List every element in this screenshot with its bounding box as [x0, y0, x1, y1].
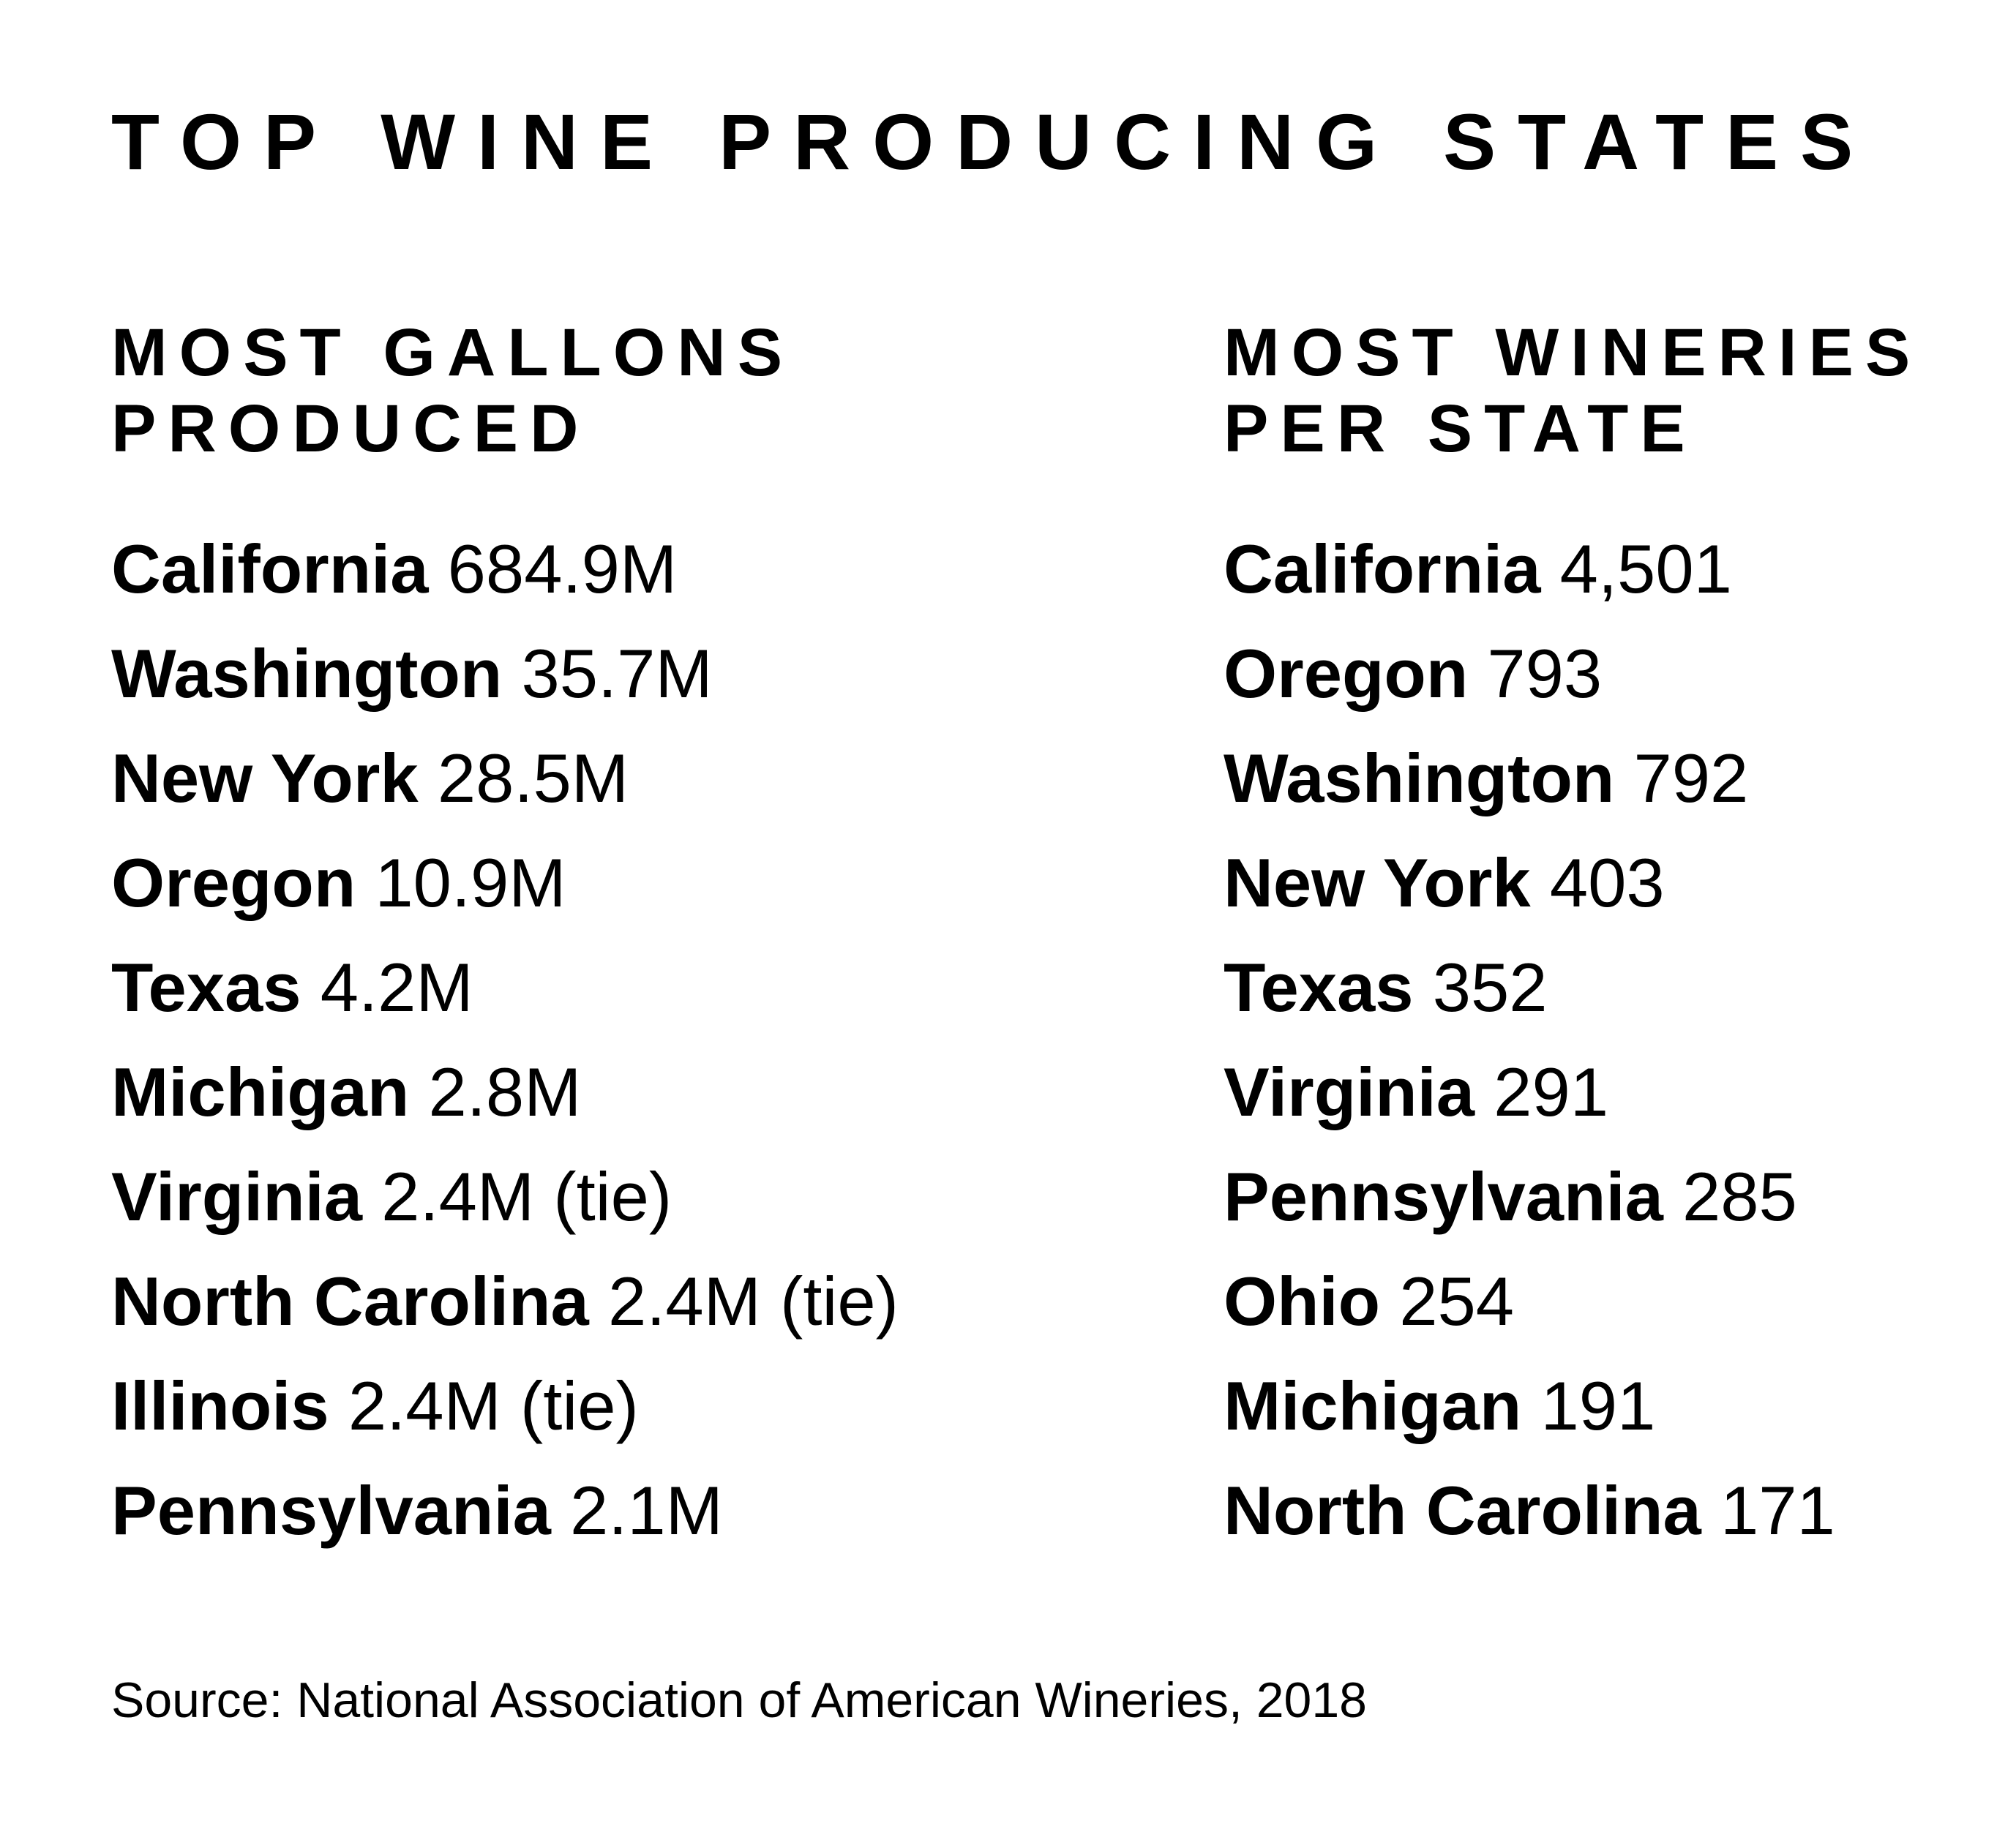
state-value: 254 — [1399, 1263, 1515, 1340]
state-value: 792 — [1633, 740, 1749, 816]
state-name: Texas — [1224, 949, 1414, 1026]
list-item: Michigan 191 — [1224, 1353, 1922, 1458]
state-value: 2.4M (tie) — [381, 1158, 672, 1235]
state-name: North Carolina — [1224, 1472, 1701, 1549]
state-value: 171 — [1720, 1472, 1835, 1549]
wineries-heading: MOST WINERIES PER STATE — [1224, 315, 1922, 467]
state-value: 352 — [1432, 949, 1548, 1026]
list-item: Pennsylvania 285 — [1224, 1144, 1922, 1249]
state-value: 403 — [1549, 844, 1665, 921]
state-value: 291 — [1494, 1054, 1609, 1130]
state-name: Ohio — [1224, 1263, 1381, 1340]
state-value: 191 — [1540, 1367, 1656, 1444]
list-item: Ohio 254 — [1224, 1249, 1922, 1353]
wineries-list: California 4,501 Oregon 793 Washington 7… — [1224, 517, 1922, 1563]
state-name: Michigan — [1224, 1367, 1522, 1444]
state-name: Virginia — [1224, 1054, 1475, 1130]
list-item: New York 28.5M — [111, 726, 899, 830]
state-name: California — [1224, 530, 1541, 607]
page-title: TOP WINE PRODUCING STATES — [111, 97, 1876, 186]
list-item: Illinois 2.4M (tie) — [111, 1353, 899, 1458]
state-name: Michigan — [111, 1054, 410, 1130]
list-item: North Carolina 2.4M (tie) — [111, 1249, 899, 1353]
state-name: California — [111, 530, 429, 607]
state-name: North Carolina — [111, 1263, 589, 1340]
state-name: New York — [111, 740, 419, 816]
state-value: 2.4M (tie) — [348, 1367, 639, 1444]
state-name: Washington — [111, 635, 503, 712]
state-value: 2.4M (tie) — [607, 1263, 899, 1340]
state-value: 684.9M — [447, 530, 678, 607]
list-item: California 684.9M — [111, 517, 899, 621]
list-item: California 4,501 — [1224, 517, 1922, 621]
list-item: Oregon 10.9M — [111, 830, 899, 935]
state-value: 4,501 — [1559, 530, 1732, 607]
list-item: New York 403 — [1224, 830, 1922, 935]
gallons-heading-line2: PRODUCED — [111, 391, 591, 466]
state-name: Oregon — [1224, 635, 1469, 712]
state-name: Texas — [111, 949, 301, 1026]
state-value: 4.2M — [320, 949, 473, 1026]
list-item: North Carolina 171 — [1224, 1458, 1922, 1563]
state-value: 35.7M — [521, 635, 713, 712]
list-item: Washington 35.7M — [111, 621, 899, 726]
gallons-heading-line1: MOST GALLONS — [111, 315, 795, 390]
list-item: Texas 352 — [1224, 935, 1922, 1040]
state-name: Pennsylvania — [111, 1472, 551, 1549]
state-name: Washington — [1224, 740, 1615, 816]
state-value: 2.1M — [569, 1472, 723, 1549]
list-item: Virginia 2.4M (tie) — [111, 1144, 899, 1249]
state-name: Virginia — [111, 1158, 363, 1235]
list-item: Texas 4.2M — [111, 935, 899, 1040]
state-value: 793 — [1487, 635, 1603, 712]
state-value: 285 — [1682, 1158, 1797, 1235]
state-name: Illinois — [111, 1367, 329, 1444]
gallons-heading: MOST GALLONS PRODUCED — [111, 315, 899, 467]
wineries-heading-line2: PER STATE — [1224, 391, 1697, 466]
source-note: Source: National Association of American… — [111, 1672, 1368, 1728]
list-item: Virginia 291 — [1224, 1040, 1922, 1144]
state-name: Pennsylvania — [1224, 1158, 1663, 1235]
state-name: New York — [1224, 844, 1531, 921]
wineries-column: MOST WINERIES PER STATE California 4,501… — [1224, 315, 1922, 1563]
state-value: 10.9M — [375, 844, 566, 921]
state-value: 28.5M — [437, 740, 629, 816]
wineries-heading-line1: MOST WINERIES — [1224, 315, 1922, 390]
gallons-column: MOST GALLONS PRODUCED California 684.9M … — [111, 315, 899, 1563]
list-item: Oregon 793 — [1224, 621, 1922, 726]
gallons-list: California 684.9M Washington 35.7M New Y… — [111, 517, 899, 1563]
list-item: Washington 792 — [1224, 726, 1922, 830]
state-name: Oregon — [111, 844, 356, 921]
state-value: 2.8M — [428, 1054, 582, 1130]
list-item: Michigan 2.8M — [111, 1040, 899, 1144]
list-item: Pennsylvania 2.1M — [111, 1458, 899, 1563]
